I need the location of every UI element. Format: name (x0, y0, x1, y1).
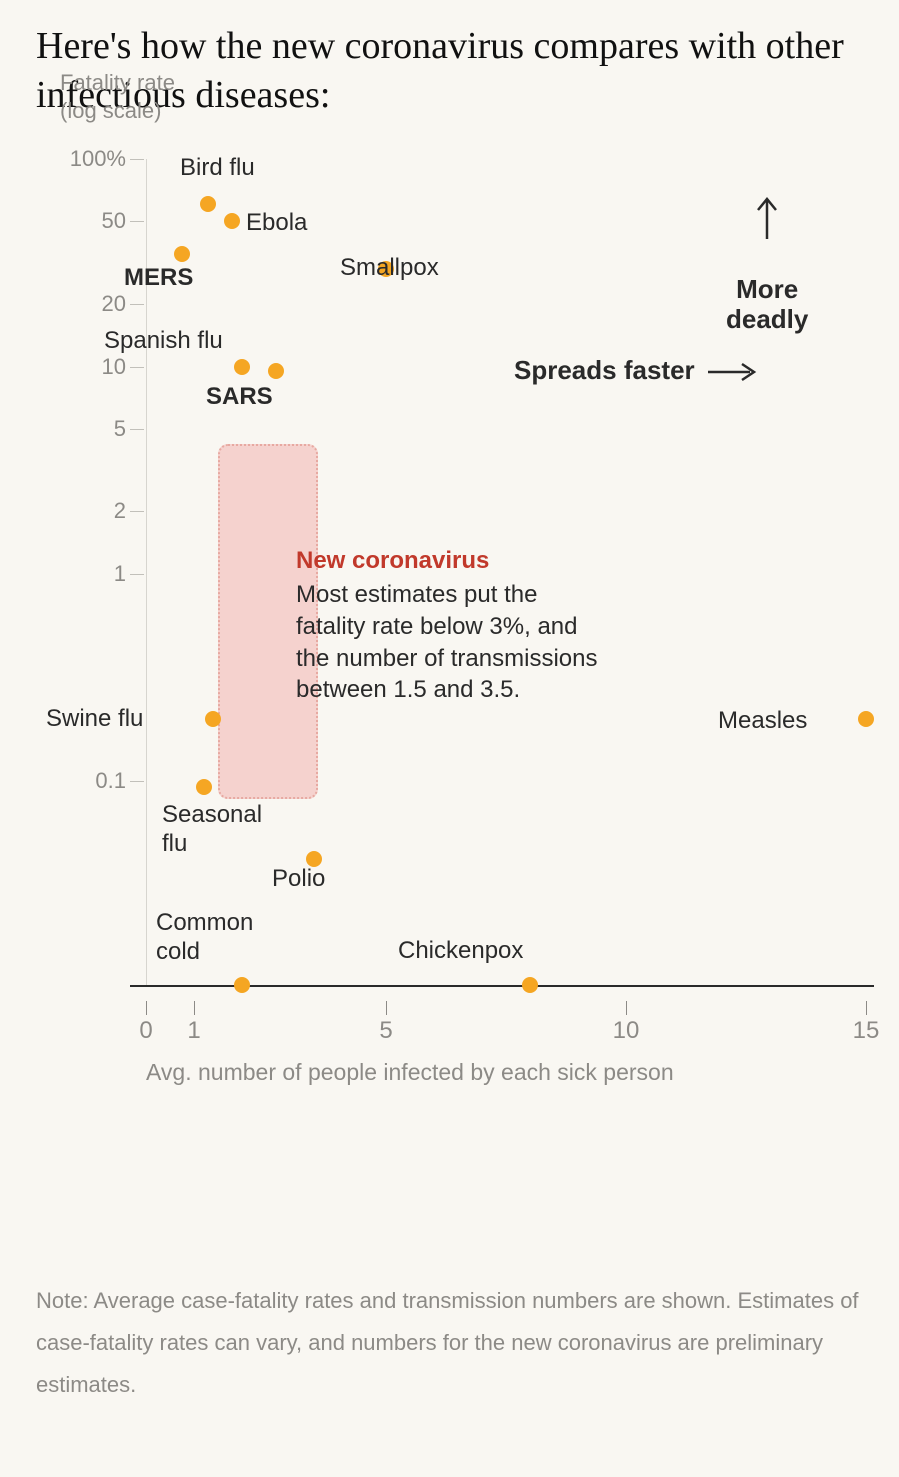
scatter-chart: Fatality rate (log scale) New coronaviru… (46, 159, 866, 1109)
point-mers (174, 246, 190, 262)
point-bird-flu (200, 196, 216, 212)
point-label-ebola: Ebola (246, 209, 446, 238)
point-label-common-cold: Common cold (156, 909, 336, 967)
point-label-seasonal-flu: Seasonal flu (162, 801, 342, 859)
y-tick-label: 0.1 (95, 768, 126, 794)
y-tick-mark (130, 574, 144, 575)
y-tick-label: 20 (102, 291, 126, 317)
spreads-faster-text: Spreads faster (514, 355, 695, 385)
y-tick-label: 100% (70, 146, 126, 172)
x-tick-label: 10 (613, 1017, 640, 1045)
highlight-annotation-title: New coronavirus (296, 547, 489, 575)
arrow-up-icon (755, 195, 779, 239)
point-sars (268, 363, 284, 379)
point-ebola (224, 213, 240, 229)
spreads-faster-label: Spreads faster (514, 355, 758, 386)
x-axis-title: Avg. number of people infected by each s… (146, 1059, 674, 1086)
x-tick-label: 1 (187, 1017, 200, 1045)
x-tick-mark (626, 1001, 627, 1015)
point-label-swine-flu: Swine flu (46, 705, 196, 734)
point-label-chickenpox: Chickenpox (398, 937, 618, 966)
point-swine-flu (205, 711, 221, 727)
x-tick-label: 15 (853, 1017, 880, 1045)
y-tick-mark (130, 511, 144, 512)
point-spanish-flu (234, 359, 250, 375)
y-tick-label: 1 (114, 561, 126, 587)
point-label-smallpox: Smallpox (340, 254, 540, 283)
y-tick-label: 50 (102, 208, 126, 234)
point-chickenpox (522, 977, 538, 993)
point-label-spanish-flu: Spanish flu (104, 327, 324, 356)
y-tick-mark (130, 159, 144, 160)
y-axis-title: Fatality rate (log scale) (60, 69, 175, 124)
more-deadly-text: More deadly (726, 274, 808, 334)
y-tick-label: 2 (114, 498, 126, 524)
y-tick-label: 10 (102, 354, 126, 380)
x-tick-mark (386, 1001, 387, 1015)
point-label-measles: Measles (718, 707, 868, 736)
x-tick-mark (146, 1001, 147, 1015)
y-tick-mark (130, 367, 144, 368)
point-label-polio: Polio (272, 865, 422, 894)
y-tick-mark (130, 304, 144, 305)
x-tick-mark (866, 1001, 867, 1015)
x-tick-label: 5 (379, 1017, 392, 1045)
point-seasonal-flu (196, 779, 212, 795)
x-tick-label: 0 (139, 1017, 152, 1045)
point-label-sars: SARS (206, 383, 406, 412)
point-label-mers: MERS (124, 264, 324, 293)
arrow-right-icon (708, 362, 758, 382)
point-common-cold (234, 977, 250, 993)
y-tick-mark (130, 781, 144, 782)
point-label-bird-flu: Bird flu (180, 154, 380, 183)
x-tick-mark (194, 1001, 195, 1015)
y-tick-label: 5 (114, 416, 126, 442)
y-tick-mark (130, 429, 144, 430)
y-tick-mark (130, 221, 144, 222)
highlight-annotation-body: Most estimates put the fatality rate bel… (296, 579, 606, 706)
more-deadly-label: More deadly (726, 165, 808, 335)
chart-footnote: Note: Average case-fatality rates and tr… (36, 1280, 871, 1405)
